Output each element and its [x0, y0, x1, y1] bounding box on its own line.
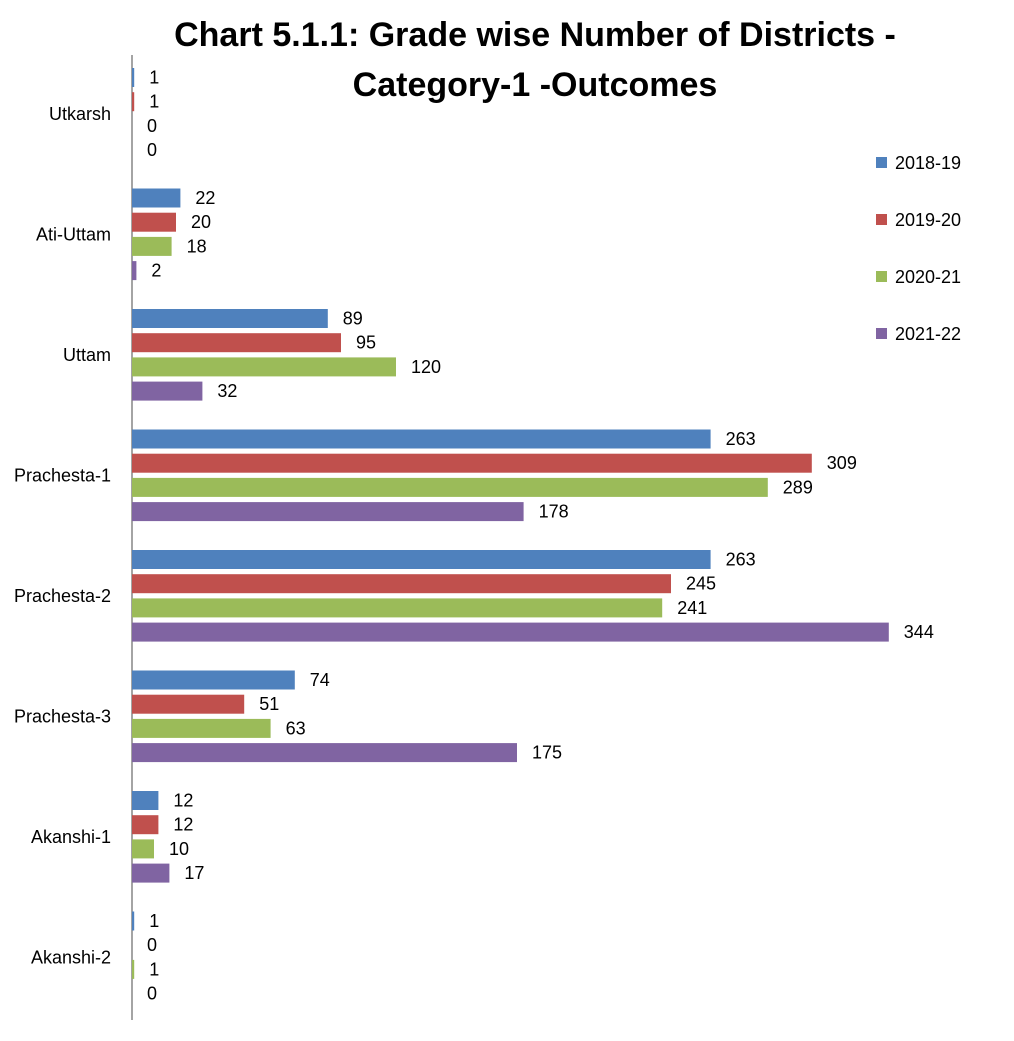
bar	[132, 670, 295, 690]
bar	[132, 212, 176, 232]
category-label: Ati-Uttam	[36, 224, 111, 244]
legend-label: 2021-22	[895, 324, 961, 344]
bar	[132, 261, 137, 281]
data-label: 20	[191, 212, 211, 232]
data-label: 0	[147, 140, 157, 160]
bar	[132, 429, 711, 449]
category-label: Uttam	[63, 345, 111, 365]
data-label: 1	[149, 959, 159, 979]
bar	[132, 839, 154, 859]
bar	[132, 550, 711, 569]
bar	[132, 694, 245, 714]
data-label: 289	[783, 477, 813, 497]
data-label: 263	[726, 429, 756, 449]
data-label: 51	[259, 694, 279, 714]
chart-title: Chart 5.1.1: Grade wise Number of Distri…	[150, 10, 920, 110]
chart-title-line-2: Category-1 -Outcomes	[352, 66, 718, 104]
data-label: 175	[532, 743, 562, 763]
data-label: 1	[149, 68, 159, 88]
legend-label: 2018-19	[895, 153, 961, 173]
legend-label: 2020-21	[895, 267, 961, 287]
data-label: 63	[286, 718, 306, 738]
data-label: 241	[677, 598, 707, 618]
data-label: 10	[169, 839, 189, 859]
bar	[132, 815, 159, 835]
data-label: 12	[173, 815, 193, 835]
data-label: 95	[356, 333, 376, 353]
data-label: 22	[195, 188, 215, 208]
bar	[132, 453, 812, 473]
bar	[132, 718, 271, 738]
bar	[132, 863, 170, 883]
legend-swatch	[876, 157, 887, 168]
data-label: 0	[147, 984, 157, 1004]
bar	[132, 791, 159, 810]
category-label: Utkarsh	[49, 104, 111, 124]
bar	[132, 236, 172, 256]
bar	[132, 188, 181, 208]
bar	[132, 502, 524, 522]
data-label: 245	[686, 574, 716, 594]
data-label: 12	[173, 791, 193, 811]
data-label: 0	[147, 935, 157, 955]
data-label: 89	[343, 309, 363, 329]
data-label: 263	[726, 550, 756, 570]
bar	[132, 381, 203, 401]
data-label: 178	[539, 502, 569, 522]
legend-swatch	[876, 214, 887, 225]
data-label: 309	[827, 453, 857, 473]
category-label: Akanshi-2	[31, 947, 111, 967]
data-label: 1	[149, 92, 159, 112]
bar	[132, 68, 135, 87]
data-label: 120	[411, 357, 441, 377]
legend-label: 2019-20	[895, 210, 961, 230]
category-label: Prachesta-3	[14, 706, 111, 726]
data-label: 1	[149, 911, 159, 931]
bar	[132, 92, 135, 112]
legend-swatch	[876, 271, 887, 282]
bar	[132, 574, 671, 594]
chart-title-line-1: Chart 5.1.1: Grade wise Number of Distri…	[174, 16, 896, 54]
bar	[132, 911, 135, 931]
data-label: 74	[310, 670, 330, 690]
legend-swatch	[876, 328, 887, 339]
category-label: Akanshi-1	[31, 827, 111, 847]
bar	[132, 357, 396, 377]
data-label: 32	[217, 381, 237, 401]
bar	[132, 477, 768, 497]
data-label: 18	[187, 236, 207, 256]
category-label: Prachesta-1	[14, 465, 111, 485]
bar	[132, 333, 341, 353]
bar	[132, 598, 663, 618]
bar	[132, 959, 135, 979]
category-label: Prachesta-2	[14, 586, 111, 606]
data-label: 0	[147, 116, 157, 136]
bar	[132, 743, 517, 763]
data-label: 17	[184, 863, 204, 883]
data-label: 344	[904, 622, 934, 642]
bar	[132, 309, 328, 328]
bar	[132, 622, 889, 642]
data-label: 2	[151, 261, 161, 281]
